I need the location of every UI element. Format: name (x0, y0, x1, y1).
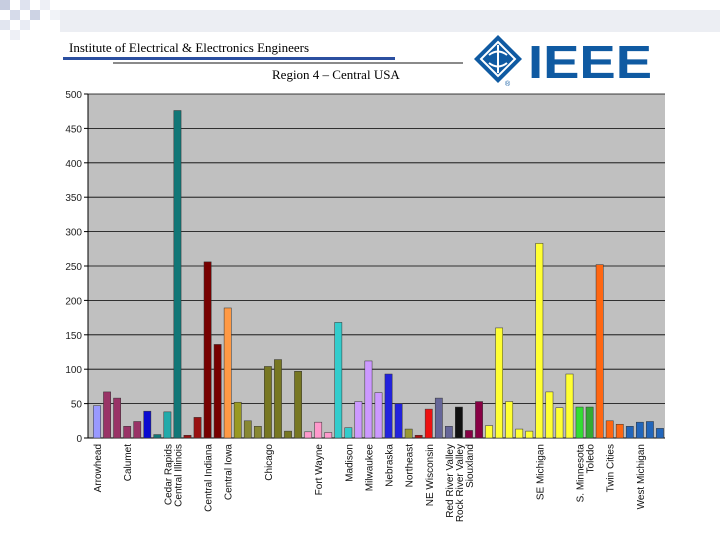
x-category-label: Madison (344, 444, 355, 482)
y-tick-label: 350 (65, 193, 82, 204)
chart-bar (404, 428, 413, 439)
ieee-logo: IEEE ® (474, 35, 652, 88)
chart-bar (565, 373, 574, 439)
chart-bar (133, 421, 142, 439)
chart-bar (253, 426, 262, 439)
y-tick-label: 200 (65, 296, 82, 307)
chart-bar (475, 401, 483, 439)
y-tick-label: 500 (65, 90, 82, 101)
logo-wordmark: IEEE (528, 36, 652, 88)
y-tick-label: 50 (71, 400, 83, 411)
chart-bar (575, 406, 584, 439)
header-decoration (0, 0, 720, 40)
y-tick-label: 100 (65, 365, 82, 376)
chart-bar (635, 421, 644, 439)
chart-bar (233, 401, 242, 439)
x-category-label: West Michigan (636, 444, 647, 509)
x-category-label: Chicago (264, 444, 275, 481)
y-tick-label: 400 (65, 159, 82, 170)
chart-bar (213, 344, 222, 439)
chart-bar (424, 408, 433, 439)
chart-bar (344, 427, 353, 439)
x-category-label: Arrowhead (93, 444, 104, 492)
chart-bar (193, 417, 202, 439)
chart-bar (103, 391, 111, 439)
chart-bar (384, 373, 393, 439)
x-category-label: Twin Cities (606, 444, 617, 492)
y-tick-label: 250 (65, 262, 82, 273)
chart-bar (465, 430, 473, 439)
x-category-label: Central Illinois (173, 444, 184, 507)
chart-bar (515, 428, 524, 439)
chart-bar (444, 426, 453, 439)
chart-bar (274, 359, 282, 439)
chart-bar (505, 401, 514, 439)
chart-bar (374, 392, 383, 439)
chart-bar (334, 322, 343, 439)
chart-bar (143, 410, 152, 439)
chart-bar (364, 360, 373, 439)
chart-bar (294, 371, 302, 439)
x-category-label: Central Indiana (204, 444, 215, 512)
x-category-label: Rock River Valley (455, 444, 466, 522)
x-category-label: Northeast (405, 444, 416, 488)
y-tick-label: 0 (76, 434, 82, 445)
x-category-label: Central Iowa (224, 444, 235, 501)
chart-bar (525, 430, 534, 439)
chart-bar (615, 423, 624, 439)
region-subtitle: Region 4 – Central USA (272, 67, 400, 82)
chart-bar (545, 391, 554, 439)
chart-bar (93, 405, 101, 439)
x-category-label: Toledo (586, 444, 597, 474)
chart-bar (324, 432, 333, 439)
organization-name: Institute of Electrical & Electronics En… (69, 40, 310, 55)
chart-bar (434, 397, 443, 439)
chart-bar (203, 261, 212, 439)
chart-bar (183, 434, 192, 439)
chart-bar (595, 264, 604, 439)
chart-bar (555, 407, 564, 439)
x-category-label: NE Wisconsin (425, 444, 436, 506)
x-category-label: Milwaukee (364, 444, 375, 492)
chart-bar (455, 406, 463, 439)
chart-bar (656, 428, 664, 439)
chart-bar (163, 411, 172, 439)
ieee-kite-icon (474, 35, 522, 83)
chart-bar (625, 426, 634, 439)
x-category-label: SE Michigan (535, 444, 546, 500)
chart-bar (223, 307, 232, 439)
chart-bar (394, 403, 403, 439)
chart-bar (264, 366, 272, 439)
chart-bar (173, 110, 182, 439)
x-category-label: S. Minnesota (576, 444, 587, 503)
x-category-label: Red River Valley (445, 444, 456, 518)
chart-bar (314, 421, 323, 439)
x-category-label: Cedar Rapids (163, 444, 174, 505)
x-category-label: Fort Wayne (314, 444, 325, 496)
y-tick-label: 450 (65, 124, 82, 135)
chart-bar (605, 420, 614, 439)
chart-bar (414, 434, 423, 439)
x-category-label: Calumet (123, 444, 134, 481)
chart-bar (354, 401, 363, 439)
registered-mark: ® (505, 80, 511, 88)
chart-bar (535, 243, 544, 439)
chart-bar (585, 406, 594, 439)
chart-bar (485, 425, 493, 439)
header-rule (63, 57, 395, 60)
bar-chart: 0 50 100 150 200 250 300 350 400 450 500 Arrowhead C… (65, 90, 665, 522)
chart-bar (495, 327, 504, 439)
chart-bar (304, 431, 313, 439)
chart-bar (123, 426, 132, 439)
chart-bar (113, 397, 122, 439)
chart-bar (646, 421, 654, 439)
y-tick-label: 150 (65, 331, 82, 342)
x-category-label: Nebraska (385, 444, 396, 487)
header-rule-secondary (113, 62, 463, 64)
chart-bar (243, 420, 252, 439)
chart-bar (153, 434, 162, 439)
chart-bar (284, 430, 292, 439)
y-tick-label: 300 (65, 228, 82, 239)
x-category-label: Siouxland (465, 444, 476, 488)
